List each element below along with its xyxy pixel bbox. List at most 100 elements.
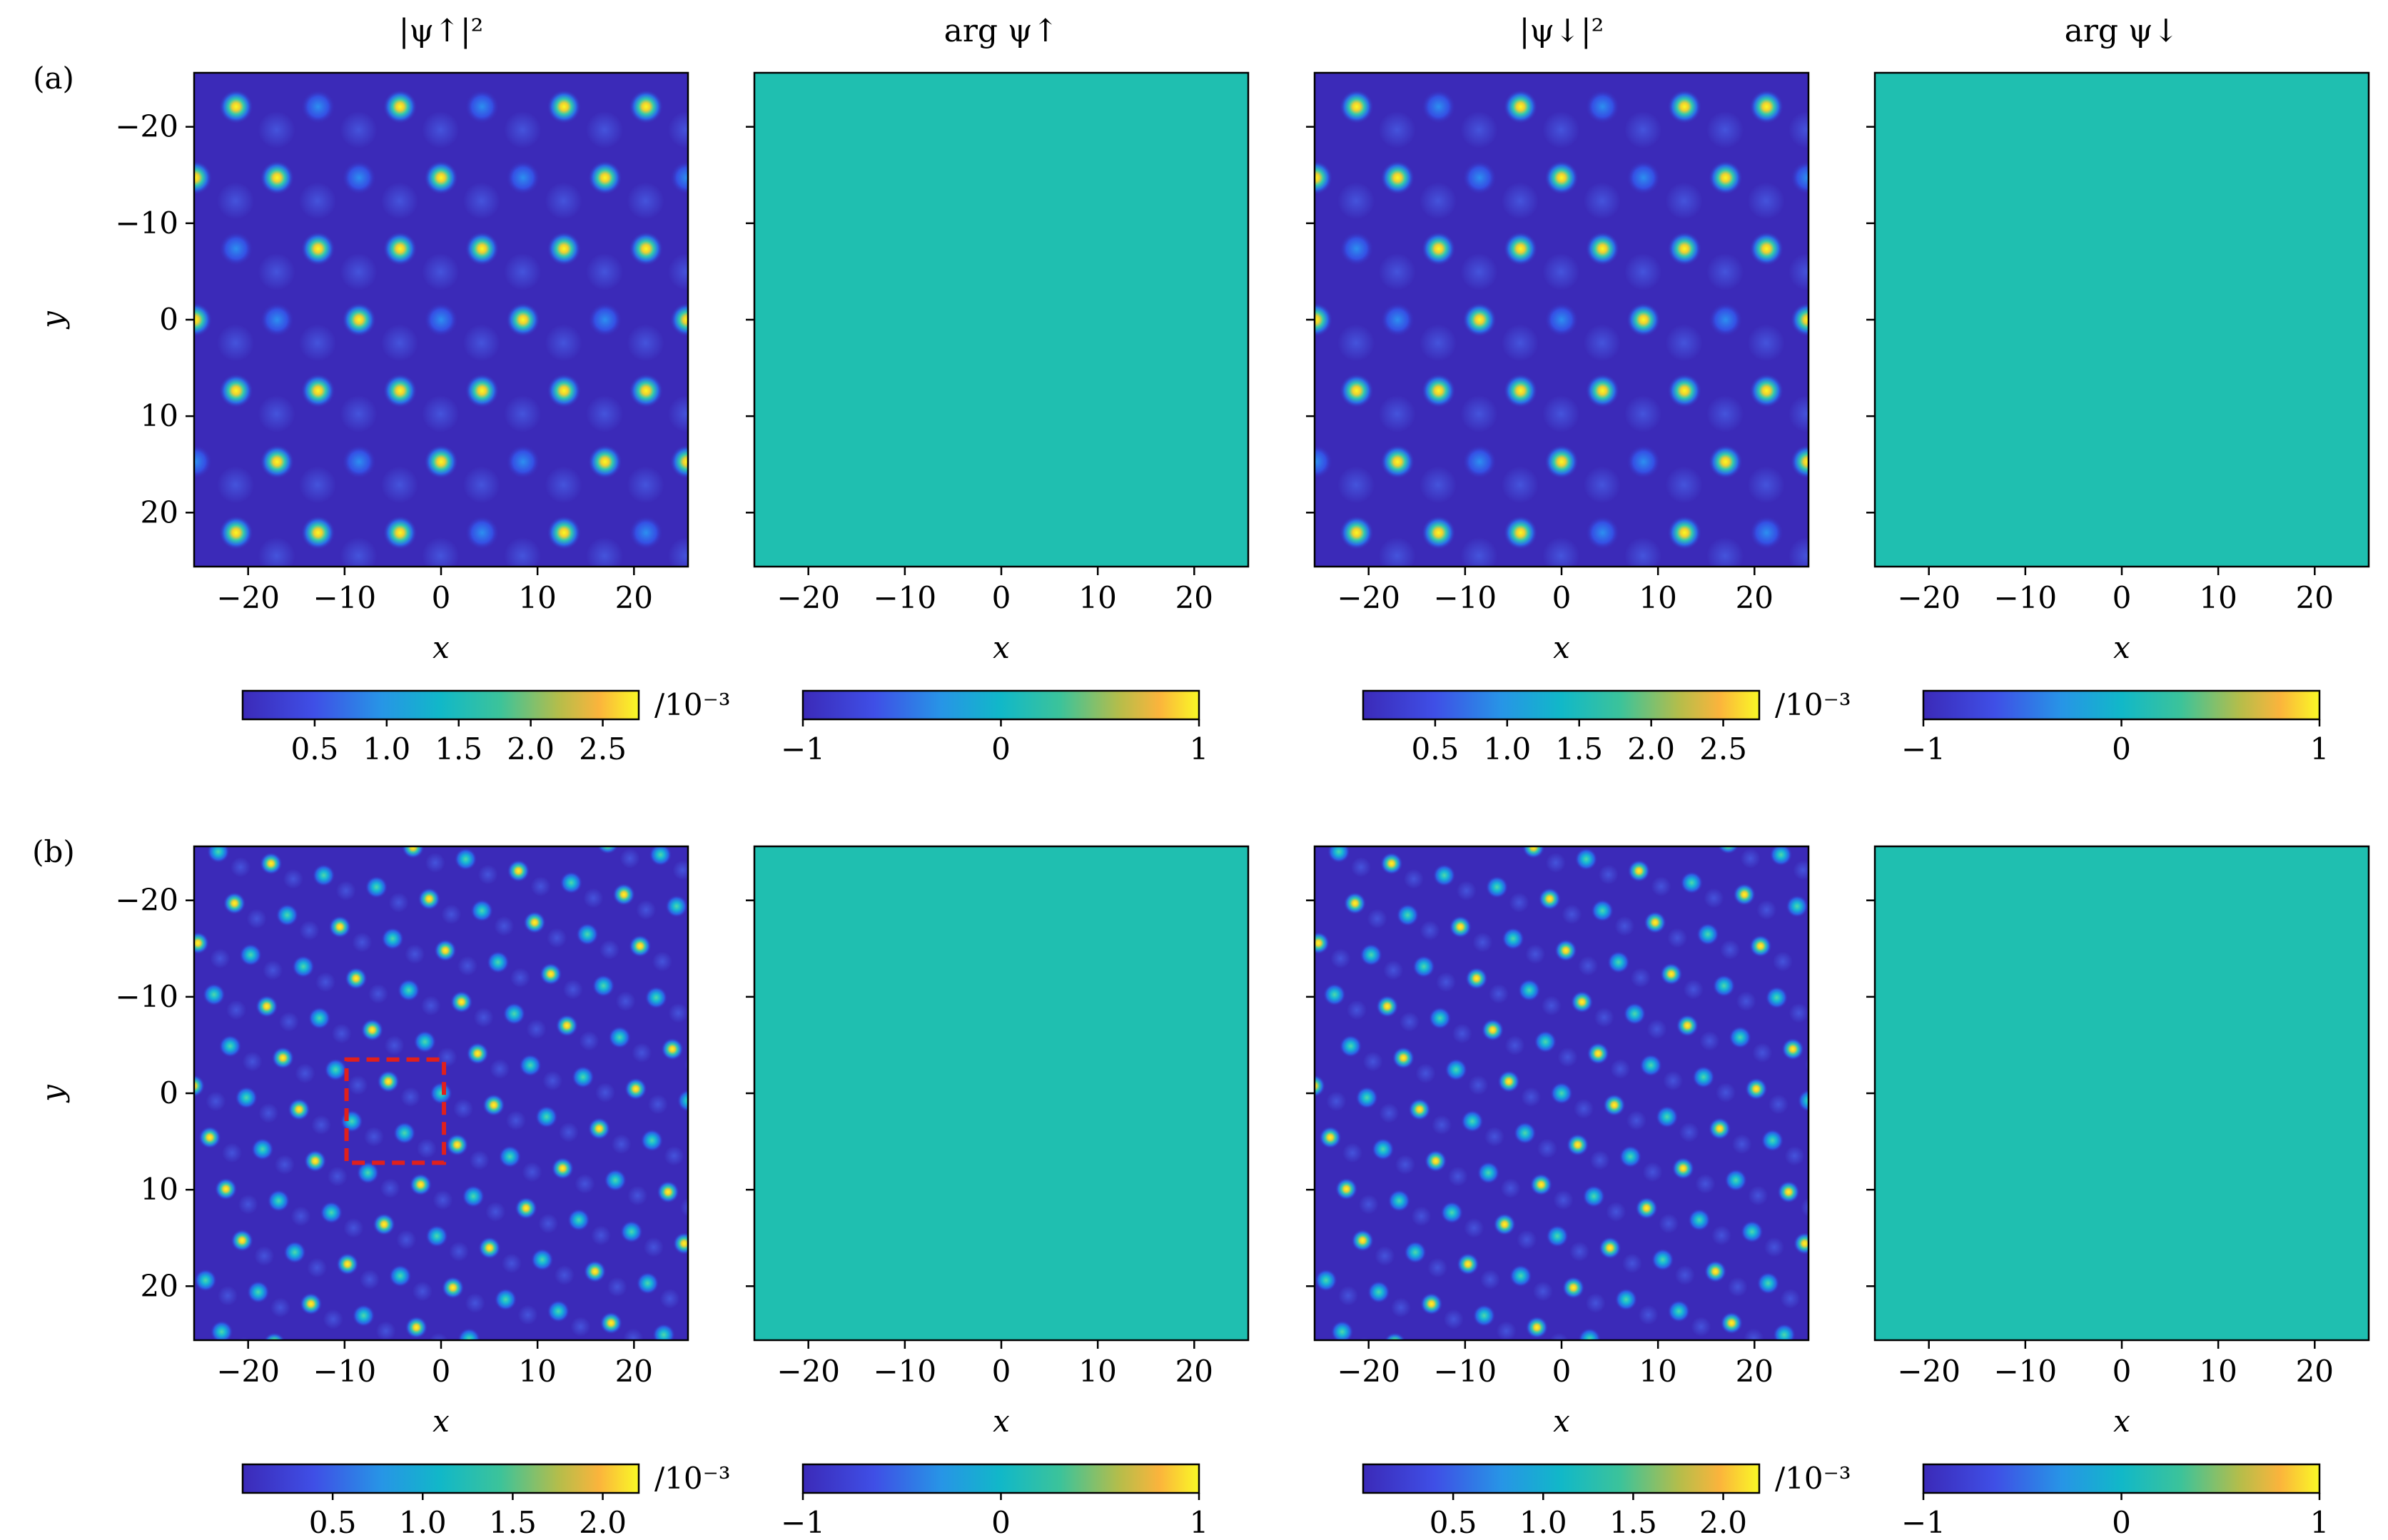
background-ring xyxy=(1378,111,1416,148)
density-peak xyxy=(555,1014,579,1038)
density-peak xyxy=(1651,1248,1674,1272)
density-peak xyxy=(1786,894,1808,918)
background-ring xyxy=(558,1122,579,1143)
background-ring xyxy=(1829,466,1866,503)
density-peak xyxy=(383,231,418,266)
density-peak xyxy=(308,1006,331,1030)
density-peak xyxy=(450,991,473,1014)
x-tick-label: 10 xyxy=(2199,580,2237,615)
background-ring xyxy=(1583,324,1621,362)
density-peak xyxy=(445,1133,469,1157)
x-tick-label: 0 xyxy=(432,580,451,615)
x-tick-label: −20 xyxy=(216,1354,280,1389)
background-ring xyxy=(375,1321,396,1340)
density-peak xyxy=(523,911,547,934)
density-peak xyxy=(260,303,295,337)
background-ring xyxy=(462,324,500,362)
background-ring xyxy=(619,848,640,868)
colorbar-tick-label: 1.5 xyxy=(435,731,482,766)
background-ring xyxy=(400,1087,421,1108)
x-tick-label: −20 xyxy=(776,1354,840,1389)
background-ring xyxy=(1367,908,1387,929)
x-tick-label: 20 xyxy=(1736,1354,1774,1389)
background-ring xyxy=(270,1297,290,1318)
background-ring xyxy=(680,1197,688,1217)
background-ring xyxy=(263,960,283,981)
background-ring xyxy=(1553,1190,1574,1210)
density-peak xyxy=(592,974,615,998)
density-peak xyxy=(1797,1089,1808,1113)
colorbar xyxy=(801,1463,1200,1494)
colorbar-tick-label: 0.5 xyxy=(1430,1505,1477,1540)
density-peak xyxy=(1315,161,1333,196)
background-ring xyxy=(299,466,336,504)
x-tick-label: −20 xyxy=(216,580,280,615)
density-peak xyxy=(1626,303,1661,337)
density-peak xyxy=(1428,1006,1452,1030)
background-ring xyxy=(591,1225,612,1246)
density-peak xyxy=(587,303,622,337)
density-peak xyxy=(1462,444,1497,479)
density-peak xyxy=(494,1287,517,1311)
density-peak xyxy=(1717,846,1739,855)
colorbar-tick-label: 1 xyxy=(1190,1505,1209,1540)
background-ring xyxy=(1788,253,1808,290)
density-peak xyxy=(320,1201,343,1225)
background-ring xyxy=(579,1030,599,1051)
background-ring xyxy=(465,1293,485,1314)
colorbar-unit: /10⁻³ xyxy=(654,687,731,722)
density-peak xyxy=(1659,962,1683,986)
background-ring xyxy=(1727,1277,1748,1297)
density-peak xyxy=(352,1304,375,1327)
density-peak xyxy=(1472,1304,1496,1327)
density-peak xyxy=(194,931,210,955)
background-ring xyxy=(709,324,746,361)
density-peak xyxy=(669,303,688,337)
density-peak xyxy=(1464,967,1488,991)
colorbar-tick-label: 0.5 xyxy=(291,731,339,766)
density-peak xyxy=(1380,161,1415,196)
density-peak xyxy=(1777,1180,1801,1204)
density-peak xyxy=(1315,1269,1337,1292)
background-ring xyxy=(1403,868,1424,889)
x-tick-label: −10 xyxy=(1434,580,1497,615)
background-ring xyxy=(667,111,688,148)
density-peak xyxy=(1765,986,1789,1009)
background-ring xyxy=(1501,324,1539,362)
background-ring xyxy=(1464,1217,1484,1238)
density-peak xyxy=(482,1093,505,1117)
density-peak xyxy=(433,938,457,962)
density-peak xyxy=(377,1070,400,1093)
background-ring xyxy=(1378,253,1416,290)
x-tick-label: 0 xyxy=(1552,1354,1572,1389)
density-peak xyxy=(1424,1149,1447,1172)
background-ring xyxy=(1378,537,1416,567)
density-peaks xyxy=(194,89,746,567)
density-peak xyxy=(246,1280,270,1304)
background-ring xyxy=(1817,1249,1837,1269)
background-ring xyxy=(538,1213,559,1234)
panel-b-1: −20 −10 0 10 20 x −20 −10 0 10 20 y 0.5 1.0 1.5 2.0/10⁻… xyxy=(35,845,731,1540)
x-tick-label: 20 xyxy=(2296,1354,2334,1389)
density-peak xyxy=(661,1038,684,1061)
background-ring xyxy=(287,1349,307,1369)
density-peak xyxy=(360,1018,384,1042)
density-peak xyxy=(587,444,622,479)
colorbar-tick-label: 1.5 xyxy=(1609,1505,1657,1540)
column-title: arg ψ↑ xyxy=(944,13,1059,49)
colorbar-tick-label: 1.0 xyxy=(1519,1505,1567,1540)
density-peak xyxy=(465,515,500,550)
density-peak xyxy=(1687,1208,1711,1232)
colorbar-tick-label: −1 xyxy=(781,1505,825,1540)
background-ring xyxy=(1415,1063,1436,1084)
background-ring xyxy=(627,1185,648,1206)
density-peak xyxy=(1585,373,1620,408)
density-peak xyxy=(1421,515,1456,550)
density-peak xyxy=(1691,1065,1715,1089)
density-peak xyxy=(260,444,295,479)
background-ring xyxy=(570,1317,591,1337)
x-tick-label: 20 xyxy=(1175,580,1213,615)
density-peak xyxy=(477,1236,501,1260)
density-peak xyxy=(1749,373,1784,408)
density-peak xyxy=(342,444,377,479)
